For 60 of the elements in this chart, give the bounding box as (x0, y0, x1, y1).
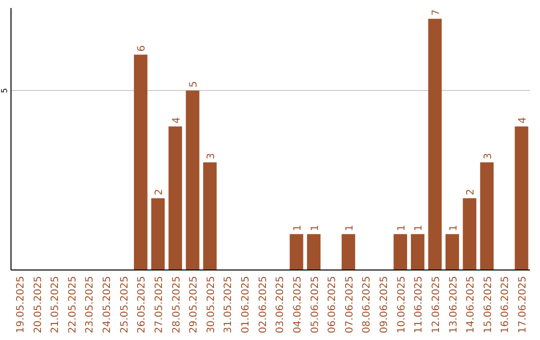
data-label: 2 (154, 188, 165, 196)
bar (514, 126, 528, 270)
bar (410, 234, 424, 270)
x-tick-label: 17.06.2025 (518, 276, 529, 334)
x-tick-label: 27.05.2025 (154, 276, 165, 334)
x-tick-label: 19.05.2025 (15, 276, 26, 334)
bar (134, 54, 148, 270)
data-label: 3 (482, 152, 494, 160)
x-tick-label: 05.06.2025 (310, 276, 321, 334)
bar (151, 198, 165, 270)
x-tick-label: 29.05.2025 (188, 276, 200, 334)
bar (394, 234, 408, 270)
data-label: 5 (188, 81, 200, 88)
bar (342, 234, 356, 270)
x-tick-label: 08.06.2025 (362, 276, 373, 334)
data-label: 2 (466, 188, 477, 196)
x-tick-label: 14.06.2025 (466, 276, 477, 334)
x-tick-label: 22.05.2025 (67, 276, 78, 334)
x-tick-label: 03.06.2025 (275, 276, 286, 334)
x-tick-label: 04.06.2025 (292, 276, 304, 334)
bar (428, 18, 442, 270)
data-label: 1 (414, 224, 425, 232)
data-label: 1 (292, 224, 304, 232)
data-label: 4 (171, 117, 182, 124)
data-label: 6 (136, 45, 148, 52)
x-tick-label: 28.05.2025 (171, 276, 182, 334)
x-tick-label: 31.05.2025 (223, 276, 234, 334)
x-tick-label: 10.06.2025 (396, 276, 408, 334)
x-tick-label: 12.06.2025 (430, 276, 442, 334)
bar (186, 90, 200, 270)
bar (462, 198, 476, 270)
bar (290, 234, 304, 270)
data-label: 1 (310, 224, 321, 232)
x-tick-label: 25.05.2025 (119, 276, 130, 334)
x-tick-label: 23.05.2025 (84, 276, 96, 334)
data-label: 4 (518, 117, 529, 124)
data-label: 1 (396, 224, 408, 232)
x-tick-label: 16.06.2025 (500, 276, 512, 334)
x-tick-label: 24.05.2025 (102, 276, 114, 334)
x-tick-label: 30.05.2025 (206, 276, 217, 334)
x-tick-label: 07.06.2025 (344, 276, 356, 334)
x-tick-label: 09.06.2025 (379, 276, 390, 334)
data-label: 3 (206, 152, 217, 160)
x-tick-label: 15.06.2025 (482, 276, 494, 334)
x-tick-label: 11.06.2025 (414, 276, 425, 334)
bar (480, 162, 494, 270)
x-tick-label: 01.06.2025 (240, 276, 252, 334)
bar (307, 234, 321, 270)
data-label: 1 (448, 224, 460, 232)
x-tick-label: 13.06.2025 (448, 276, 460, 334)
bar (446, 234, 460, 270)
x-tick-label: 21.05.2025 (50, 276, 62, 334)
x-tick-label: 06.06.2025 (327, 276, 338, 334)
bar (203, 162, 217, 270)
data-label: 7 (430, 9, 442, 16)
x-tick-label: 26.05.2025 (136, 276, 148, 334)
data-label: 1 (344, 224, 356, 232)
x-tick-label: 02.06.2025 (258, 276, 269, 334)
bar (168, 126, 182, 270)
x-tick-label: 20.05.2025 (32, 276, 44, 334)
